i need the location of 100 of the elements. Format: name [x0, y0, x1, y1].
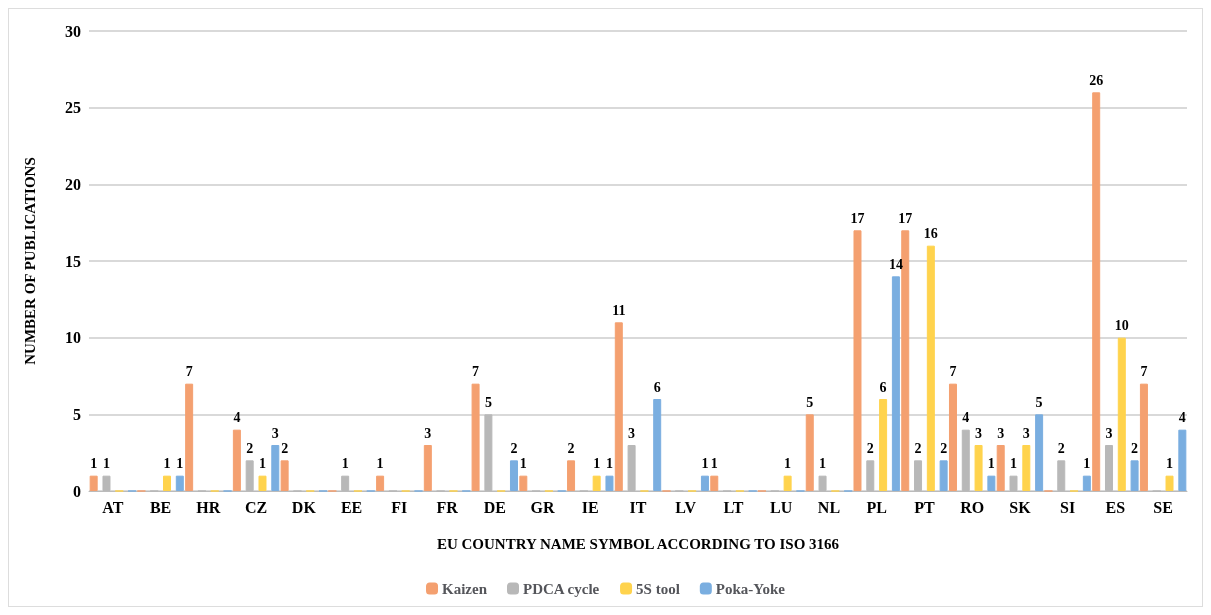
bar — [163, 475, 172, 491]
bar — [376, 475, 385, 491]
bar — [926, 245, 935, 491]
x-tick-label: IE — [581, 498, 599, 516]
bar — [1082, 475, 1091, 491]
data-label: 3 — [1022, 425, 1030, 441]
data-label: 5 — [806, 394, 814, 410]
bar — [700, 475, 709, 491]
data-label: 1 — [605, 456, 613, 472]
data-label: 1 — [593, 456, 601, 472]
x-tick-label: ES — [1105, 498, 1126, 516]
bar — [1035, 414, 1044, 491]
bar — [879, 399, 888, 491]
data-label: 6 — [653, 379, 661, 395]
data-label: 2 — [1131, 440, 1139, 456]
bar — [783, 475, 792, 491]
data-label: 3 — [997, 425, 1005, 441]
x-tick-label: NL — [817, 498, 841, 516]
data-label: 1 — [1010, 456, 1018, 472]
bar — [567, 460, 576, 491]
data-label: 7 — [185, 364, 193, 380]
data-label: 1 — [710, 456, 718, 472]
data-label: 1 — [1166, 456, 1174, 472]
bar — [1022, 445, 1031, 491]
data-label: 5 — [1035, 394, 1043, 410]
data-label: 2 — [914, 440, 922, 456]
bar — [891, 276, 900, 491]
data-label: 1 — [163, 456, 171, 472]
x-tick-label: LV — [675, 498, 697, 516]
legend-label: 5S tool — [636, 580, 680, 597]
bar — [185, 383, 194, 491]
bar — [853, 230, 862, 491]
bar — [614, 322, 623, 491]
data-label: 2 — [940, 440, 948, 456]
bar — [1178, 429, 1187, 491]
x-tick-label: AT — [102, 498, 124, 516]
bar — [509, 460, 518, 491]
bar — [1165, 475, 1174, 491]
bar — [974, 445, 983, 491]
bar — [1092, 92, 1101, 491]
data-label: 17 — [898, 210, 913, 226]
legend-label: Kaizen — [442, 580, 488, 597]
data-label: 6 — [879, 379, 887, 395]
data-label: 1 — [519, 456, 527, 472]
data-label: 1 — [102, 456, 110, 472]
data-label: 1 — [819, 456, 827, 472]
data-label: 1 — [784, 456, 792, 472]
bar — [948, 383, 957, 491]
x-tick-label: RO — [960, 498, 985, 516]
bar — [592, 475, 601, 491]
x-tick-label: FR — [436, 498, 459, 516]
data-label: 3 — [1105, 425, 1113, 441]
data-label: 2 — [510, 440, 518, 456]
x-tick-label: PL — [866, 498, 887, 516]
x-tick-label: DE — [483, 498, 506, 516]
data-label: 17 — [850, 210, 865, 226]
bar — [605, 475, 614, 491]
y-tick-label: 30 — [65, 22, 81, 40]
bar — [901, 230, 910, 491]
data-label: 7 — [949, 364, 957, 380]
data-label: 1 — [341, 456, 349, 472]
x-tick-label: EE — [340, 498, 363, 516]
x-axis-title: EU COUNTRY NAME SYMBOL ACCORDING TO ISO 3166 — [436, 535, 840, 552]
data-label: 1 — [701, 456, 709, 472]
data-label: 3 — [975, 425, 983, 441]
bar — [1130, 460, 1139, 491]
x-tick-label: FI — [391, 498, 408, 516]
data-label: 3 — [271, 425, 279, 441]
y-tick-label: 5 — [73, 405, 81, 423]
bar — [423, 445, 432, 491]
x-tick-label: GR — [530, 498, 555, 516]
bar — [471, 383, 480, 491]
data-label: 7 — [1140, 364, 1148, 380]
data-label: 1 — [987, 456, 995, 472]
data-label: 2 — [567, 440, 575, 456]
bar — [653, 399, 662, 491]
bar — [271, 445, 280, 491]
data-label: 1 — [258, 456, 266, 472]
data-label: 3 — [628, 425, 636, 441]
bar — [232, 429, 241, 491]
bar — [939, 460, 948, 491]
x-tick-label: HR — [196, 498, 221, 516]
data-label: 1 — [1083, 456, 1091, 472]
legend-label: Poka-Yoke — [715, 580, 786, 597]
bar — [1139, 383, 1148, 491]
data-label: 7 — [472, 364, 480, 380]
x-tick-label: SE — [1153, 498, 1173, 516]
data-label: 1 — [176, 456, 184, 472]
data-label: 11 — [612, 302, 626, 318]
x-tick-label: SK — [1009, 498, 1032, 516]
y-tick-label: 15 — [65, 252, 81, 270]
data-label: 4 — [1178, 410, 1186, 426]
x-tick-label: LU — [770, 498, 793, 516]
data-label: 3 — [424, 425, 432, 441]
y-axis-title: NUMBER OF PUBLICATIONS — [21, 157, 38, 365]
x-tick-label: DK — [291, 498, 317, 516]
y-tick-label: 0 — [73, 482, 81, 500]
bar — [519, 475, 528, 491]
x-tick-label: IT — [629, 498, 647, 516]
data-label: 2 — [1057, 440, 1065, 456]
